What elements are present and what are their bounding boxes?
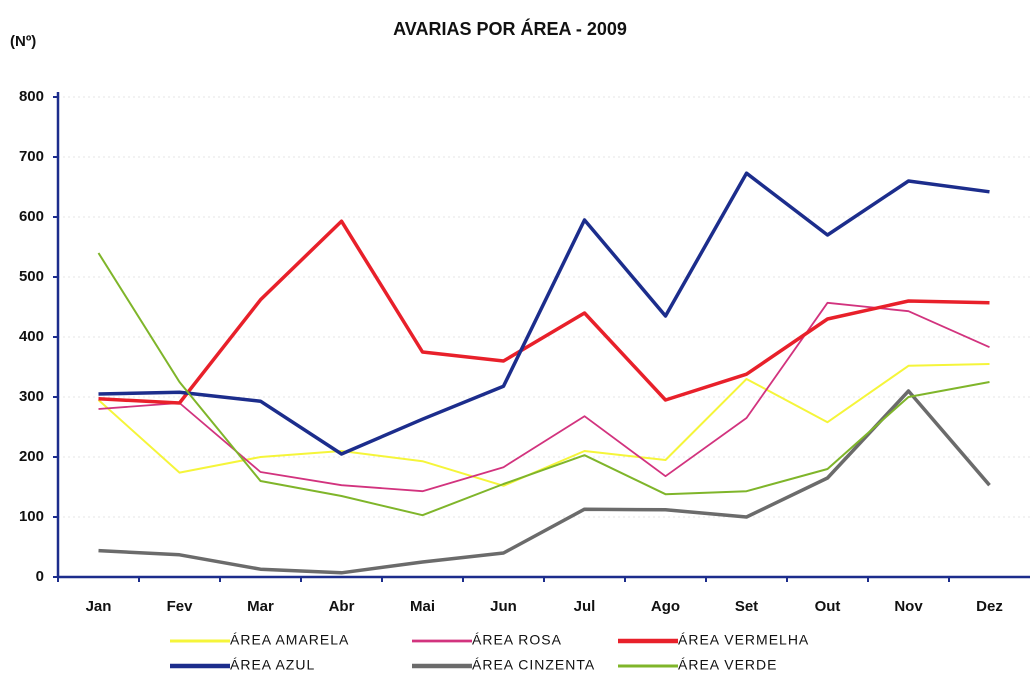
series-line (97, 252, 990, 517)
series-line (98, 301, 990, 493)
y-axis-label: (Nº) (10, 33, 36, 50)
x-tick-label: Ago (651, 598, 680, 615)
x-tick-label: Out (815, 598, 841, 615)
y-tick-label: 700 (19, 148, 44, 165)
series-line (98, 171, 990, 456)
x-tick-label: Abr (329, 598, 355, 615)
chart-title: AVARIAS POR ÁREA - 2009 (393, 18, 627, 39)
legend-text: ÁREA CINZENTA (472, 657, 595, 673)
y-tick-label: 800 (19, 88, 44, 105)
x-tick-label: Fev (167, 598, 194, 615)
x-tick-label: Jul (574, 598, 596, 615)
x-tick-label: Nov (894, 598, 923, 615)
y-tick-label: 200 (19, 448, 44, 465)
x-tick-label: Jan (86, 598, 112, 615)
x-tick-label: Mai (410, 598, 435, 615)
legend-text: ÁREA ROSA (472, 632, 562, 648)
y-tick-label: 400 (19, 328, 44, 345)
x-tick-label: Mar (247, 598, 274, 615)
y-tick-label: 500 (19, 268, 44, 285)
legend-text: ÁREA VERDE (678, 657, 777, 673)
legend-text: ÁREA VERMELHA (678, 632, 809, 648)
legend-text: ÁREA AZUL (230, 657, 315, 673)
x-tick-label: Set (735, 598, 758, 615)
x-tick-label: Jun (490, 598, 517, 615)
series-line (98, 219, 990, 405)
y-tick-label: 600 (19, 208, 44, 225)
y-tick-label: 0 (36, 568, 44, 585)
series-line (98, 389, 991, 575)
y-tick-label: 300 (19, 388, 44, 405)
series-line (97, 363, 990, 487)
x-tick-label: Dez (976, 598, 1003, 615)
legend-text: ÁREA AMARELA (230, 632, 349, 648)
y-tick-label: 100 (19, 508, 44, 525)
